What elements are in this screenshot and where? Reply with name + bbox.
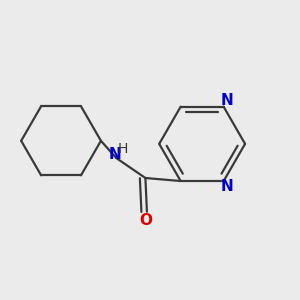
Text: N: N: [220, 93, 233, 108]
Text: N: N: [220, 179, 233, 194]
Text: N: N: [108, 147, 121, 162]
Text: H: H: [118, 142, 128, 157]
Text: O: O: [139, 212, 152, 227]
